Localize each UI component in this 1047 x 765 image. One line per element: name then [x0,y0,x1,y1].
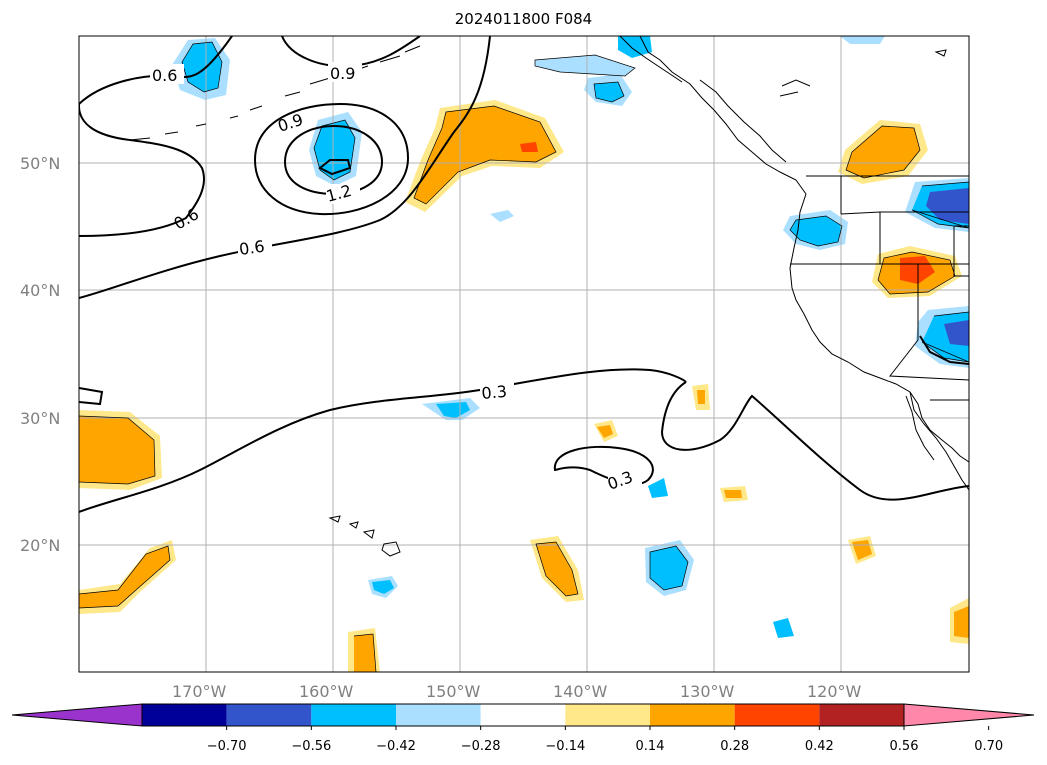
contour-labels: 0.6 0.9 0.9 1.2 0.6 0.6 0.3 0.3 [150,62,642,494]
contour-1.2 [283,124,384,196]
contour-label-0.9-b: 0.9 [275,110,305,136]
shaded-anomalies [79,36,969,672]
colorbar-tick-label: −0.28 [461,739,501,754]
contour-label-0.9-a: 0.9 [330,64,355,83]
blue-patch-small-2 [648,478,668,498]
colorbar-tick-label: −0.42 [376,739,416,754]
colorbar-tick-label: 0.42 [805,739,834,754]
colorbar-tick-label: 0.14 [636,739,665,754]
colorbar-tick-label: −0.14 [545,739,585,754]
lon-label-140w: 140°W [553,682,608,701]
longitude-labels: 170°W 160°W 150°W 140°W 130°W 120°W [172,682,862,701]
coastlines [129,36,969,557]
lon-label-130w: 130°W [680,682,735,701]
colorbar-tick-label: −0.56 [291,739,331,754]
colorbar: −0.70 −0.56 −0.42 −0.28 −0.14 0.14 0.28 0.42 0.5… [11,703,1035,754]
colorbar-tick-label: 0.28 [720,739,749,754]
lat-label-20n: 20°N [20,536,60,555]
colorbar-block [819,704,904,726]
colorbar-block [142,704,227,726]
contour-label-0.3-a: 0.3 [481,382,508,403]
contour-0.9 [281,36,421,68]
colorbar-tick-label: −0.70 [207,739,247,754]
latitude-labels: 50°N 40°N 30°N 20°N [20,154,60,555]
colorbar-block [396,704,481,726]
colorbar-block [734,704,820,726]
positive-anomaly-patches [79,100,969,672]
colorbar-ticks: −0.70 −0.56 −0.42 −0.28 −0.14 0.14 0.28 0.42 0.5… [207,726,1003,754]
colorbar-block [480,704,566,726]
map-frame [78,35,970,673]
contour-label-0.6-a: 0.6 [152,66,177,85]
blue-patch-alaska-1 [535,55,635,76]
blue-patch-small-3 [773,618,794,638]
contour-0.3 [79,368,687,513]
lon-label-150w: 150°W [426,682,481,701]
lat-label-30n: 30°N [20,409,60,428]
colorbar-tick-label: 0.70 [974,739,1003,754]
contour-0.6-main [79,36,491,299]
contour-label-0.6-c: 0.6 [238,237,266,259]
lat-label-40n: 40°N [20,281,60,300]
map-title: 2024011800 F084 [454,10,593,28]
blue-patch-alaska-3 [618,36,652,58]
anomaly-outlines [79,41,969,672]
colorbar-extend-high [903,703,1035,727]
lon-label-160w: 160°W [299,682,354,701]
contour-label-0.6-b: 0.6 [171,204,203,233]
colorbar-tick-label: 0.56 [890,739,919,754]
blue-patch-small-tiny [490,210,514,222]
lon-label-170w: 170°W [172,682,227,701]
colorbar-blocks [11,703,1035,727]
colorbar-block [226,704,312,726]
colorbar-block [650,704,735,726]
colorbar-block [311,704,396,726]
height-contours [79,36,969,513]
lat-label-50n: 50°N [20,154,60,173]
lon-label-120w: 120°W [807,682,862,701]
colorbar-outline [141,703,905,727]
colorbar-extend-low [11,703,143,727]
colorbar-block [565,704,650,726]
graticule [79,36,969,672]
